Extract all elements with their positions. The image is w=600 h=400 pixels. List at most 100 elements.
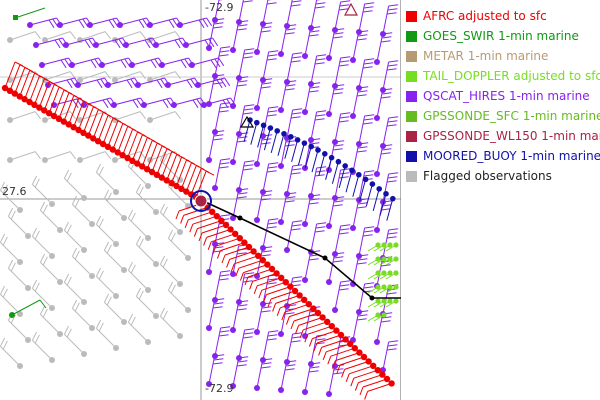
- afrc-observation-dot: [370, 362, 377, 369]
- afrc-wind-barb: [33, 78, 45, 105]
- tail-doppler-wind-barb: [385, 244, 397, 252]
- flagged-wind-barb-barb: [34, 282, 40, 292]
- legend-item-gpssonde-wl150[interactable]: GPSSONDE_WL150 1-min marine: [406, 126, 600, 146]
- qscat-wind-barb-barb: [332, 148, 343, 151]
- qscat-wind-barb-barb: [262, 190, 273, 193]
- tail-doppler-wind-barb: [379, 300, 391, 308]
- qscat-wind-barb-barb: [262, 246, 273, 249]
- qscat-wind-barb-barb: [339, 172, 350, 175]
- afrc-wind-barb: [290, 320, 295, 330]
- afrc-wind-barb: [367, 382, 392, 392]
- qscat-wind-barb-barb: [356, 206, 367, 209]
- buoy-observation-dot: [267, 125, 274, 131]
- legend-item-tail-doppler[interactable]: TAIL_DOPPLER adjusted to sfc: [406, 66, 600, 86]
- flagged-wind-barb-dot: [147, 117, 153, 123]
- purple-square-icon: [406, 90, 417, 102]
- qscat-wind-barb-barb: [208, 38, 215, 48]
- qscat-wind-barb-dot: [189, 62, 195, 68]
- qscat-wind-barb-barb: [314, 118, 325, 121]
- qscat-wind-barb-barb: [291, 56, 302, 59]
- qscat-wind-barb-dot: [302, 109, 308, 115]
- qscat-wind-barb-barb: [363, 230, 374, 233]
- qscat-wind-barb-barb: [339, 228, 350, 231]
- qscat-wind-barb-staff: [214, 159, 222, 189]
- afrc-observation-dot: [163, 177, 170, 184]
- qscat-wind-barb-dot: [326, 391, 332, 397]
- qscat-wind-barb-barb: [218, 278, 229, 281]
- flagged-wind-barb-barb: [42, 256, 48, 266]
- qscat-wind-barb-staff: [334, 281, 342, 311]
- afrc-wind-barb: [244, 276, 249, 286]
- map-canvas[interactable]: [0, 0, 401, 400]
- qscat-wind-barb-barb: [214, 130, 225, 133]
- flagged-wind-barb-dot: [57, 227, 63, 233]
- afrc-observation-dot: [282, 279, 289, 286]
- qscat-wind-barb-barb: [332, 92, 343, 95]
- qscat-wind-barb-barb: [266, 58, 277, 61]
- flagged-wind-barb-staff: [32, 184, 53, 205]
- afrc-wind-barb: [4, 61, 16, 89]
- qscat-wind-barb-dot: [206, 269, 212, 275]
- qscat-wind-barb-staff: [113, 97, 141, 106]
- qscat-wind-barb-barb: [291, 280, 302, 283]
- flagged-wind-barb-dot: [49, 357, 55, 363]
- legend-item-afrc[interactable]: AFRC adjusted to sfc: [406, 6, 600, 26]
- flagged-wind-barb-staff: [114, 71, 141, 81]
- buoy-wind-barb: [379, 193, 387, 216]
- afrc-wind-barb: [341, 369, 346, 378]
- qscat-wind-barb-barb: [266, 114, 277, 117]
- qscat-wind-barb-dot: [278, 163, 284, 169]
- qscat-wind-barb-barb: [220, 46, 231, 49]
- qscat-wind-barb-barb: [267, 54, 278, 57]
- afrc-wind-barb: [193, 228, 198, 237]
- legend-item-moored-buoy[interactable]: MOORED_BUOY 1-min marine: [406, 146, 600, 166]
- qscat-wind-barb-barb: [156, 79, 163, 89]
- flagged-wind-barb-dot: [17, 207, 23, 213]
- afrc-observation-dot: [55, 115, 63, 123]
- flagged-wind-barb-dot: [25, 285, 31, 291]
- legend-item-flagged[interactable]: Flagged observations: [406, 166, 600, 186]
- goes-observation-dot: [13, 15, 18, 20]
- afrc-observation-dot: [75, 126, 82, 134]
- legend-label: GPSSONDE_WL150 1-min marine: [423, 129, 600, 143]
- qscat-wind-barb-barb: [339, 4, 350, 7]
- flagged-wind-barb-barb: [31, 331, 38, 341]
- wind-observation-map[interactable]: 27.6 -72.9 -72.9: [0, 0, 401, 400]
- flagged-wind-barb-barb: [2, 236, 8, 246]
- qscat-wind-barb-staff: [59, 17, 87, 26]
- qscat-wind-barb-dot: [326, 55, 332, 61]
- qscat-wind-barb-staff: [131, 57, 159, 66]
- afrc-observation-dot: [227, 226, 234, 233]
- qscat-wind-barb-staff: [352, 143, 360, 173]
- afrc-wind-barb: [262, 294, 267, 303]
- afrc-observation-dot: [356, 349, 363, 356]
- qscat-wind-barb-barb: [334, 84, 345, 87]
- qscat-wind-barb-barb: [268, 218, 279, 221]
- buoy-observation-dot: [362, 176, 369, 183]
- qscat-wind-barb-dot: [195, 82, 201, 88]
- flagged-wind-barb-dot: [153, 261, 159, 267]
- legend-item-qscat-hires[interactable]: QSCAT_HIRES 1-min marine: [406, 86, 600, 106]
- afrc-wind-barb: [349, 365, 374, 375]
- flagged-wind-barb-barb: [95, 267, 102, 277]
- qscat-wind-barb-staff: [161, 57, 189, 66]
- legend-item-goes-swir[interactable]: GOES_SWIR 1-min marine: [406, 26, 600, 46]
- flagged-wind-barb-staff: [9, 151, 36, 161]
- afrc-wind-barb: [176, 159, 187, 187]
- afrc-observation-dot: [153, 171, 161, 178]
- afrc-wind-barb: [189, 224, 194, 233]
- afrc-wind-barb: [336, 364, 341, 374]
- flagged-wind-barb-staff: [44, 151, 71, 161]
- qscat-wind-barb-barb: [108, 19, 115, 29]
- qscat-wind-barb-barb: [285, 364, 296, 367]
- qscat-wind-barb-barb: [381, 148, 392, 151]
- qscat-wind-barb-barb: [333, 32, 344, 35]
- legend-item-metar[interactable]: METAR 1-min marine: [406, 46, 600, 66]
- green-square-icon: [406, 30, 417, 42]
- qscat-wind-barb-staff: [286, 165, 294, 195]
- afrc-wind-barb: [272, 303, 277, 312]
- qscat-wind-barb-barb: [202, 18, 209, 28]
- afrc-observation-dot: [213, 213, 220, 220]
- legend-item-gpssonde-sfc[interactable]: GPSSONDE_SFC 1-min marine: [406, 106, 600, 126]
- qscat-wind-barb-barb: [54, 39, 61, 49]
